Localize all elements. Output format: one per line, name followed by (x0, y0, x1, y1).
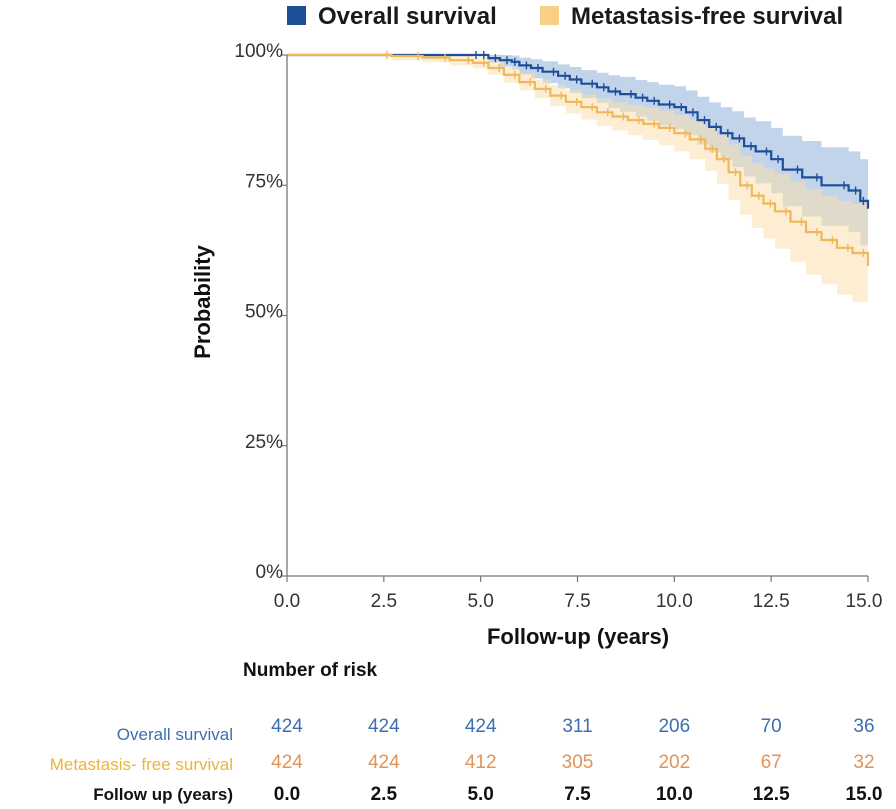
x-tick-label: 5.0 (467, 591, 493, 612)
legend-swatch-metastasis (540, 6, 559, 25)
survival-curves (287, 51, 870, 266)
risk-value-overall: 36 (853, 716, 874, 737)
risk-value-overall: 206 (658, 716, 690, 737)
y-tick-label: 100% (234, 41, 283, 62)
y-axis-title: Probability (190, 244, 215, 358)
x-tick-label: 15.0 (846, 591, 883, 612)
confidence-band-overall (287, 55, 868, 256)
legend-swatch-overall (287, 6, 306, 25)
risk-value-year: 7.5 (564, 784, 591, 805)
risk-value-year: 5.0 (467, 784, 493, 805)
risk-value-overall: 424 (368, 716, 400, 737)
risk-table-title: Number of risk (243, 660, 378, 681)
risk-value-year: 2.5 (371, 784, 398, 805)
legend-label-metastasis: Metastasis-free survival (571, 3, 843, 30)
risk-row-label-overall: Overall survival (117, 725, 233, 744)
x-tick-label: 7.5 (564, 591, 590, 612)
legend: Overall survival Metastasis-free surviva… (287, 3, 843, 30)
legend-label-overall: Overall survival (318, 3, 497, 30)
risk-value-year: 10.0 (656, 784, 693, 805)
risk-value-metastasis: 67 (761, 752, 782, 773)
y-tick-label: 0% (256, 562, 284, 583)
risk-value-metastasis: 202 (658, 752, 690, 773)
y-tick-label: 50% (245, 302, 283, 323)
risk-value-overall: 311 (562, 716, 592, 737)
risk-value-metastasis: 424 (368, 752, 400, 773)
survival-curve-metastasis (287, 53, 870, 266)
x-axis-title: Follow-up (years) (487, 624, 669, 649)
risk-value-overall: 424 (465, 716, 497, 737)
risk-value-metastasis: 32 (853, 752, 874, 773)
risk-value-year: 12.5 (753, 784, 790, 805)
x-tick-label: 0.0 (274, 591, 300, 612)
risk-row-label-metastasis: Metastasis- free survival (50, 755, 233, 774)
risk-value-year: 15.0 (846, 784, 883, 805)
x-tick-label: 12.5 (753, 591, 790, 612)
risk-value-metastasis: 424 (271, 752, 303, 773)
survival-curve-overall (287, 53, 870, 209)
risk-value-metastasis: 412 (465, 752, 497, 773)
risk-value-overall: 424 (271, 716, 303, 737)
risk-value-metastasis: 305 (562, 752, 594, 773)
y-tick-label: 75% (245, 171, 283, 192)
confidence-bands (287, 55, 868, 321)
risk-value-overall: 70 (761, 716, 782, 737)
risk-value-year: 0.0 (274, 784, 300, 805)
confidence-band-metastasis (287, 55, 868, 321)
risk-row-label-years: Follow up (years) (93, 785, 233, 804)
x-tick-label: 10.0 (656, 591, 693, 612)
risk-table-values: 424 424 424 311 206 70 36 424 424 412 305 202 67 32 0.… (271, 716, 882, 805)
axis-ticks: 0% 25% 50% 75% 100% 0.0 2.5 5.0 7.5 10.0 12.5 15.0 (234, 41, 882, 612)
x-tick-label: 2.5 (371, 591, 397, 612)
y-tick-label: 25% (245, 432, 283, 453)
